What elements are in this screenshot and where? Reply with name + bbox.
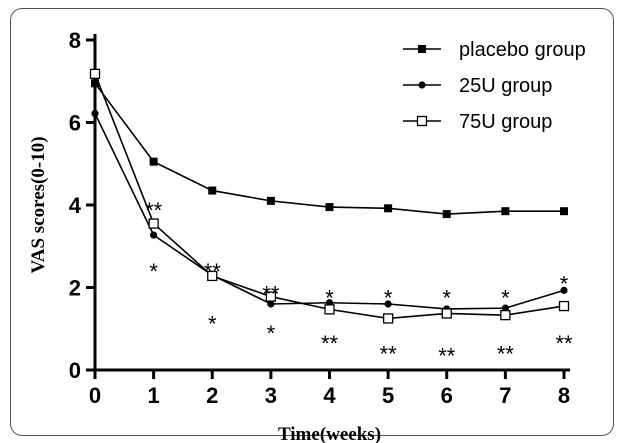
data-point [89,68,101,79]
significance-mark: ** [262,282,280,307]
data-point [441,308,452,319]
series-3 [89,68,570,324]
legend-item: placebo group [403,39,586,61]
data-point [560,286,568,294]
data-point [91,79,99,88]
data-point [501,207,510,216]
x-tick-label: 4 [323,383,336,408]
y-axis-label: VAS scores(0-10) [28,136,49,273]
data-point [207,270,218,282]
significance-mark: ** [380,341,398,366]
significance-mark: * [208,311,217,336]
data-point [558,300,570,312]
series-line [94,82,564,215]
significance-mark: * [442,286,451,311]
data-point [91,109,99,118]
significance-mark: ** [438,343,456,368]
data-point [149,157,158,166]
x-tick-label: 0 [89,383,101,408]
x-axis-label: Time(weeks) [278,424,381,443]
significance-mark: ** [555,331,573,356]
significance-annotations: *** ********************* [145,198,573,369]
significance-mark: * [267,321,276,346]
data-point [266,196,275,205]
data-point [265,291,277,302]
axes: 0 2 4 6 8 0 1 2 3 4 5 6 7 8 [69,28,570,408]
x-tick-label: 6 [441,383,453,408]
x-tick-label: 8 [558,383,570,408]
significance-mark: * [325,286,334,311]
legend-marker [418,45,426,53]
x-tick-label: 7 [499,383,511,408]
series-1 [91,79,568,219]
y-tick-label: 8 [69,28,81,53]
data-point [442,210,451,219]
significance-mark: * [384,286,393,311]
x-tick-label: 3 [265,383,277,408]
y-tick-label: 0 [69,358,81,383]
legend-marker [418,81,426,89]
data-point [148,218,159,229]
data-point [382,313,394,324]
significance-mark: ** [321,331,339,356]
data-point [560,207,568,216]
legend-label: placebo group [459,39,586,61]
data-point [501,304,509,312]
legend-item: 75U group [403,111,552,133]
legend-label: 25U group [459,75,552,97]
legend-marker [416,115,428,127]
significance-mark: ** [145,198,163,223]
data-point [208,186,217,195]
data-point [500,309,511,321]
y-tick-label: 6 [69,111,81,136]
significance-mark: * [560,271,569,296]
data-point [267,300,275,308]
legend-label: 75U group [459,111,552,133]
x-tick-label: 1 [148,383,160,408]
x-tick-label: 2 [206,383,218,408]
data-point [384,300,392,308]
y-tick-label: 4 [69,193,82,218]
chart-frame [10,8,614,436]
x-tick-label: 5 [382,383,394,408]
data-point [324,304,335,315]
data-point [150,231,158,239]
significance-mark: * [149,259,158,284]
legend: placebo group 25U group 75U group [403,39,586,133]
series-layer [89,68,570,324]
significance-mark: * [501,286,510,311]
significance-mark: ** [497,341,515,366]
significance-mark: ** [204,259,222,284]
legend-item: 25U group [403,75,552,97]
data-point [384,204,393,213]
y-tick-label: 2 [69,276,81,301]
data-point [325,203,334,212]
